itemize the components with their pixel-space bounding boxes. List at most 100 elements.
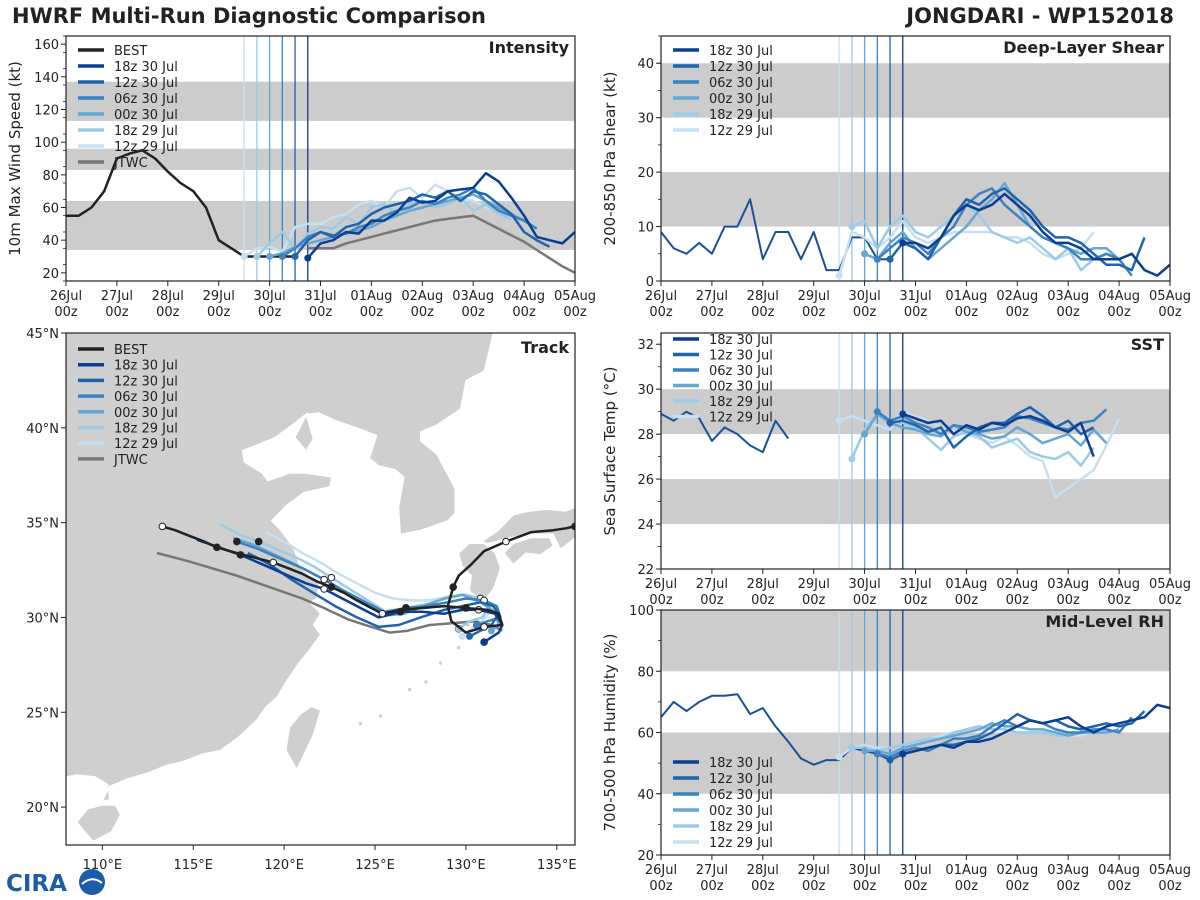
intensity-xtick-label: 00z — [411, 305, 435, 320]
shear-run-line — [851, 203, 1107, 272]
sst-xtick-label: 04Aug — [1098, 577, 1140, 592]
rh-xtick-label: 00z — [1006, 879, 1030, 894]
shear-xtick-label: 00z — [751, 305, 775, 320]
intensity-xtick-label: 00z — [156, 305, 180, 320]
intensity-xtick-label: 00z — [105, 305, 129, 320]
sst-xtick-label: 00z — [853, 593, 877, 608]
legend-label: 12z 30 Jul — [709, 60, 773, 75]
shear-run-line — [902, 192, 1170, 277]
rh-run-start-point — [861, 747, 869, 755]
track-run-start-point — [487, 627, 495, 635]
track-best-line-marker — [213, 543, 221, 552]
intensity-jtwc-line — [307, 214, 575, 274]
sst-run-start-point — [861, 430, 869, 438]
track-run-line-marker — [233, 537, 241, 546]
shear-xtick-label: 28Jul — [747, 289, 779, 304]
legend-label: 18z 29 Jul — [114, 422, 178, 437]
track-run-start-point — [473, 621, 481, 629]
track-xtick-label: 125°E — [355, 858, 395, 873]
track-best-line-marker — [462, 604, 470, 612]
shear-history-line — [661, 198, 890, 272]
shear-xtick-label: 00z — [904, 305, 928, 320]
sst-xtick-label: 00z — [1158, 593, 1182, 608]
legend-label: 12z 30 Jul — [709, 349, 773, 364]
legend-label: 18z 29 Jul — [114, 124, 178, 139]
intensity-band — [66, 81, 575, 121]
sst-ytick-label: 32 — [637, 338, 654, 353]
legend-label: 00z 30 Jul — [709, 804, 773, 819]
sst-xtick-label: 27Jul — [696, 577, 728, 592]
intensity-xtick-label: 29Jul — [203, 289, 235, 304]
shear-ytick-label: 40 — [637, 57, 654, 72]
track-jtwc-line — [156, 551, 503, 634]
track-ytick-label: 30°N — [26, 611, 59, 626]
intensity-xtick-label: 27Jul — [101, 289, 133, 304]
intensity-ytick-label: 80 — [42, 169, 59, 184]
track-run-line-marker — [327, 573, 336, 582]
legend-label: 12z 29 Jul — [114, 437, 178, 452]
legend-label: 12z 29 Jul — [709, 411, 773, 426]
rh-xtick-label: 00z — [649, 879, 673, 894]
shear-ytick-label: 10 — [637, 221, 654, 236]
track-landmass — [458, 543, 502, 600]
chart-sst: 22242628303226Jul00z27Jul00z28Jul00z29Ju… — [601, 332, 1191, 608]
sst-xtick-label: 05Aug — [1149, 577, 1191, 592]
track-best-line-marker — [327, 583, 336, 591]
track-island — [438, 660, 443, 666]
legend-label: 18z 30 Jul — [709, 44, 773, 59]
track-island — [456, 645, 461, 651]
intensity-ytick-label: 160 — [34, 38, 59, 53]
rh-xtick-label: 27Jul — [696, 863, 728, 878]
intensity-xtick-label: 00z — [258, 305, 282, 320]
legend-label: 00z 30 Jul — [709, 380, 773, 395]
shear-ytick-label: 30 — [637, 112, 654, 127]
track-island — [423, 679, 429, 685]
intensity-run-line — [269, 193, 525, 258]
shear-xtick-label: 29Jul — [798, 289, 830, 304]
rh-xtick-label: 01Aug — [945, 863, 987, 878]
intensity-title: Intensity — [489, 38, 570, 57]
shear-plot-area — [661, 36, 1170, 281]
shear-xtick-label: 04Aug — [1098, 289, 1140, 304]
track-run-start-point — [466, 632, 474, 640]
legend-label: JTWC — [113, 453, 148, 468]
legend-label: BEST — [114, 343, 147, 358]
shear-ytick-label: 20 — [637, 166, 654, 181]
track-run-line-marker — [320, 575, 328, 584]
shear-run-start-point — [861, 250, 869, 258]
rh-xtick-label: 00z — [1057, 879, 1081, 894]
rh-xtick-label: 00z — [1158, 879, 1182, 894]
track-landmass — [285, 706, 322, 771]
intensity-xtick-label: 03Aug — [452, 289, 494, 304]
intensity-xtick-label: 04Aug — [503, 289, 545, 304]
sst-xtick-label: 29Jul — [798, 577, 830, 592]
shear-xtick-label: 00z — [955, 305, 979, 320]
sst-xtick-label: 00z — [904, 593, 928, 608]
legend-label: 06z 30 Jul — [114, 92, 178, 107]
track-ytick-label: 20°N — [26, 801, 59, 816]
sst-ytick-label: 22 — [637, 563, 654, 578]
legend-label: 12z 30 Jul — [114, 76, 178, 91]
track-best-line — [161, 525, 575, 634]
track-ytick-label: 35°N — [26, 517, 59, 532]
sst-run-line — [838, 410, 1121, 499]
track-xtick-label: 130°E — [446, 858, 486, 873]
sst-history-line — [661, 410, 790, 454]
intensity-xtick-label: 02Aug — [401, 289, 443, 304]
shear-xtick-label: 30Jul — [848, 289, 880, 304]
rh-run-start-point — [886, 756, 894, 764]
intensity-run-start-point — [304, 254, 312, 262]
track-best-line-marker — [158, 522, 167, 531]
track-plot-area — [66, 333, 575, 845]
track-landmass — [503, 537, 554, 566]
legend-label: 12z 29 Jul — [709, 836, 773, 851]
shear-run-start-point — [886, 255, 894, 263]
track-landmass — [66, 333, 494, 803]
rh-ytick-label: 40 — [637, 788, 654, 803]
rh-ytick-label: 60 — [637, 727, 654, 742]
shear-xtick-label: 00z — [853, 305, 877, 320]
rh-ytick-label: 20 — [637, 849, 654, 864]
shear-run-start-point — [873, 255, 881, 263]
intensity-xtick-label: 00z — [462, 305, 486, 320]
track-landmass — [76, 804, 122, 842]
